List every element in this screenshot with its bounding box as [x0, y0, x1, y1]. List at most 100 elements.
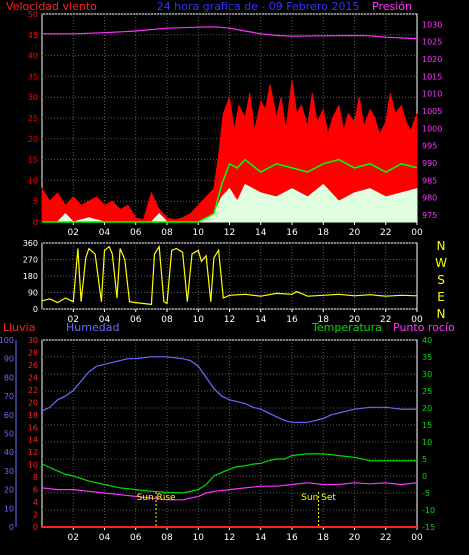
wind-avg-series [42, 183, 418, 223]
temp-ytick-label: 40 [422, 336, 432, 345]
humidity-ytick-label: 90 [4, 355, 14, 364]
rain-ytick-label: 30 [28, 336, 38, 345]
direction-panel-xlabel: 12 [224, 315, 235, 325]
dew-point-series [41, 482, 418, 501]
header-left-label: Velocidad viento [6, 0, 97, 13]
wind-direction-marks [41, 244, 418, 306]
wind-ytick-label: 50 [28, 10, 38, 19]
temp-ytick-label: -5 [422, 489, 430, 498]
direction-panel-xlabel: 00 [411, 315, 423, 325]
wind-panel-xlabel: 02 [68, 228, 79, 238]
direction-panel-xlabel: 20 [349, 315, 361, 325]
humidity-ytick-label: 60 [4, 411, 14, 420]
wind-panel-xlabel: 00 [411, 228, 423, 238]
wind-panel-xlabel: 18 [318, 228, 330, 238]
pressure-ytick-label: 995 [422, 142, 437, 151]
rain-ytick-label: 10 [28, 461, 38, 470]
direction-panel-xlabel: 22 [380, 315, 391, 325]
pressure-ytick-label: 1005 [422, 107, 442, 116]
humidity-ytick-label: 10 [4, 504, 14, 513]
pressure-ytick-label: 1000 [422, 124, 442, 133]
direction-letter-s: S [437, 273, 445, 287]
climate-panel-xlabel: 14 [255, 533, 267, 543]
direction-ytick-label: 90 [28, 289, 38, 298]
direction-ytick-label: 180 [23, 272, 38, 281]
humidity-ytick-label: 40 [4, 448, 14, 457]
rain-ytick-label: 18 [28, 411, 38, 420]
temperature-series [41, 453, 417, 494]
humidity-ytick-label: 70 [4, 392, 14, 401]
pressure-ytick-label: 975 [422, 211, 437, 220]
pressure-ytick-label: 1010 [422, 90, 442, 99]
wind-panel-xlabel: 04 [99, 228, 111, 238]
wind-ytick-label: 35 [28, 72, 38, 81]
wind-panel-xlabel: 10 [193, 228, 205, 238]
wind-ytick-label: 40 [28, 52, 38, 61]
wind-ytick-label: 20 [28, 135, 38, 144]
sunset-label: Sun Set [301, 493, 336, 503]
temp-ytick-label: 5 [422, 455, 427, 464]
rain-ytick-label: 6 [33, 486, 38, 495]
wind-ytick-label: 45 [28, 31, 38, 40]
wind-gust-series [42, 158, 418, 223]
temp-ytick-label: 0 [422, 472, 427, 481]
rain-ytick-label: 12 [28, 448, 38, 457]
rain-ytick-label: 0 [33, 523, 38, 532]
climate-panel-xlabel: 18 [318, 533, 330, 543]
wind-panel-xlabel: 06 [130, 228, 142, 238]
wind-panel-xlabel: 08 [161, 228, 173, 238]
rain-ytick-label: 22 [28, 386, 38, 395]
humidity-ytick-label: 0 [9, 523, 14, 532]
pressure-ytick-label: 980 [422, 194, 437, 203]
climate-panel-xlabel: 00 [411, 533, 423, 543]
direction-letter-n-top: N [437, 239, 446, 253]
direction-panel-xlabel: 08 [161, 315, 173, 325]
wind-ytick-label: 10 [28, 176, 38, 185]
temperature-label: Temperatura [311, 321, 382, 334]
pressure-ytick-label: 1020 [422, 55, 442, 64]
climate-panel-xlabel: 12 [224, 533, 235, 543]
direction-panel-xlabel: 18 [318, 315, 330, 325]
temp-ytick-label: 20 [422, 404, 432, 413]
wind-ytick-label: 5 [33, 197, 38, 206]
wind-ytick-label: 30 [28, 93, 38, 102]
direction-ytick-label: 0 [33, 305, 38, 314]
rain-ytick-label: 28 [28, 348, 38, 357]
wind-ytick-label: 15 [28, 156, 38, 165]
direction-panel-xlabel: 02 [68, 315, 79, 325]
pressure-ytick-label: 1025 [422, 38, 442, 47]
temp-ytick-label: 35 [422, 353, 432, 362]
humidity-ytick-label: 30 [4, 467, 14, 476]
direction-panel-xlabel: 14 [255, 315, 267, 325]
rain-ytick-label: 4 [33, 498, 38, 507]
climate-panel-xlabel: 06 [130, 533, 142, 543]
pressure-ytick-label: 1030 [422, 20, 442, 29]
direction-series [41, 244, 418, 306]
rain-label: Lluvia [3, 321, 35, 334]
wind-ytick-label: 25 [28, 114, 38, 123]
direction-panel-xlabel: 04 [99, 315, 111, 325]
humidity-ytick-label: 100 [0, 336, 14, 345]
humidity-series [41, 356, 417, 423]
pressure-series [42, 26, 418, 40]
direction-panel-xlabel: 16 [286, 315, 298, 325]
wind-panel-xlabel: 20 [349, 228, 361, 238]
direction-letter-n-bottom: N [437, 307, 446, 321]
header-right-label: Presión [372, 0, 412, 13]
rain-humidity-temp-marks [41, 356, 418, 528]
dew-point-label: Punto rocío [393, 321, 455, 334]
climate-panel-xlabel: 16 [286, 533, 298, 543]
pressure-ytick-label: 990 [422, 159, 437, 168]
direction-ytick-label: 270 [23, 256, 38, 265]
wind-panel-xlabel: 16 [286, 228, 298, 238]
rain-ytick-label: 26 [28, 361, 38, 370]
climate-panel-xlabel: 02 [68, 533, 79, 543]
climate-panel-xlabel: 04 [99, 533, 111, 543]
climate-panel-xlabel: 20 [349, 533, 361, 543]
temp-ytick-label: 30 [422, 370, 432, 379]
temp-ytick-label: -10 [422, 506, 435, 515]
climate-panel-xlabel: 08 [161, 533, 173, 543]
pressure-ytick-label: 1015 [422, 72, 442, 81]
temp-ytick-label: 25 [422, 387, 432, 396]
